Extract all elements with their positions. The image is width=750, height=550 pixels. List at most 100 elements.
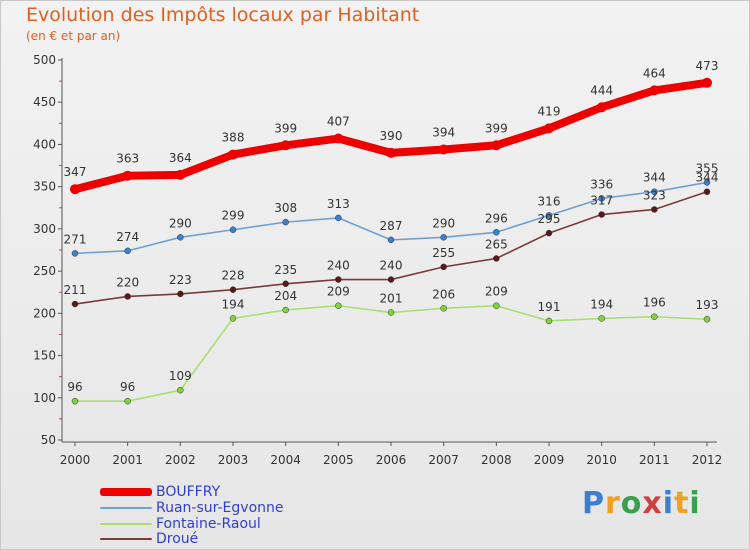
data-label: 390 — [380, 129, 403, 143]
data-label: 194 — [590, 297, 613, 311]
data-point — [122, 170, 133, 181]
data-point — [493, 302, 500, 309]
brand-letter: r — [605, 486, 621, 521]
data-label: 255 — [432, 246, 455, 260]
data-point — [545, 212, 553, 219]
data-point — [387, 309, 395, 316]
data-label: 323 — [643, 188, 666, 202]
data-point — [282, 306, 289, 314]
brand-letter: i — [689, 486, 701, 521]
data-point — [280, 140, 291, 151]
data-point — [175, 169, 186, 180]
legend-item: Ruan-sur-Egvonne — [100, 500, 284, 516]
data-point — [491, 140, 502, 151]
data-label: 204 — [274, 289, 297, 303]
y-tick-label: 200 — [33, 306, 56, 320]
y-tick-label: 400 — [33, 137, 56, 151]
data-label: 296 — [485, 211, 508, 225]
data-point — [229, 286, 237, 293]
x-tick-label: 2003 — [218, 453, 249, 467]
data-label: 109 — [169, 369, 192, 383]
data-point — [71, 250, 79, 257]
legend-item: BOUFFRY — [100, 484, 220, 500]
legend-label: Droué — [156, 531, 199, 547]
data-label: 316 — [538, 194, 561, 208]
brand-letter: x — [642, 486, 663, 521]
chart-subtitle: (en € et par an) — [26, 29, 121, 43]
data-label: 209 — [485, 285, 508, 299]
legend-swatch — [100, 488, 152, 496]
y-tick-label: 100 — [33, 391, 56, 405]
data-label: 344 — [696, 171, 719, 185]
data-label: 317 — [590, 194, 613, 208]
legend-swatch — [100, 538, 152, 540]
data-point — [124, 397, 131, 405]
data-point — [702, 77, 712, 88]
data-point — [703, 315, 711, 323]
y-tick-label: 250 — [33, 264, 56, 278]
data-label: 287 — [380, 219, 403, 233]
x-tick-label: 2008 — [481, 453, 512, 467]
data-label: 96 — [120, 380, 135, 394]
data-label: 399 — [485, 121, 508, 135]
brand-letter: P — [582, 486, 605, 521]
brand-letter: t — [674, 486, 690, 521]
data-point — [598, 315, 605, 322]
data-point — [335, 276, 342, 283]
x-tick-label: 2006 — [376, 453, 407, 467]
brand-letter: o — [620, 486, 643, 521]
x-tick-label: 2011 — [639, 453, 670, 467]
data-point — [703, 188, 711, 195]
data-label: 344 — [643, 171, 666, 185]
data-point — [493, 229, 500, 236]
data-point — [440, 263, 447, 271]
y-tick-label: 450 — [33, 95, 56, 109]
data-point — [387, 276, 395, 283]
x-tick-label: 2009 — [534, 453, 565, 467]
data-point — [598, 195, 605, 202]
x-tick-label: 2007 — [428, 453, 459, 467]
data-point — [703, 179, 711, 186]
data-label: 193 — [696, 298, 719, 312]
x-tick-label: 2012 — [692, 453, 723, 467]
data-label: 196 — [643, 296, 666, 310]
data-point — [282, 280, 289, 288]
brand-letter: i — [662, 486, 675, 521]
data-label: 290 — [169, 216, 192, 230]
data-point — [386, 147, 396, 158]
data-point — [335, 302, 342, 309]
data-point — [229, 315, 237, 322]
data-label: 220 — [116, 275, 139, 289]
data-point — [333, 133, 344, 144]
legend-label: Ruan-sur-Egvonne — [156, 500, 284, 516]
data-label: 290 — [432, 216, 455, 230]
data-label: 206 — [432, 287, 455, 301]
data-point — [545, 229, 553, 237]
data-point — [651, 206, 658, 213]
data-label: 364 — [169, 151, 192, 165]
data-label: 355 — [696, 161, 719, 175]
data-label: 194 — [222, 297, 245, 311]
data-point — [440, 305, 447, 312]
data-point — [598, 211, 605, 218]
data-point — [282, 218, 289, 226]
data-label: 407 — [327, 115, 350, 129]
data-point — [177, 290, 184, 298]
legend-item: Droué — [100, 531, 198, 547]
data-label: 464 — [643, 66, 666, 80]
data-point — [440, 234, 447, 241]
data-label: 473 — [696, 59, 719, 73]
data-label: 265 — [485, 237, 508, 251]
data-label: 223 — [169, 273, 192, 287]
legend-swatch — [100, 507, 152, 509]
data-point — [545, 317, 553, 325]
data-point — [493, 255, 500, 262]
data-label: 274 — [116, 230, 139, 244]
data-label: 271 — [64, 232, 87, 246]
legend-swatch — [100, 523, 152, 525]
data-label: 96 — [67, 380, 82, 394]
y-tick-label: 500 — [33, 53, 56, 67]
brand-logo: Proxiti — [582, 486, 701, 521]
